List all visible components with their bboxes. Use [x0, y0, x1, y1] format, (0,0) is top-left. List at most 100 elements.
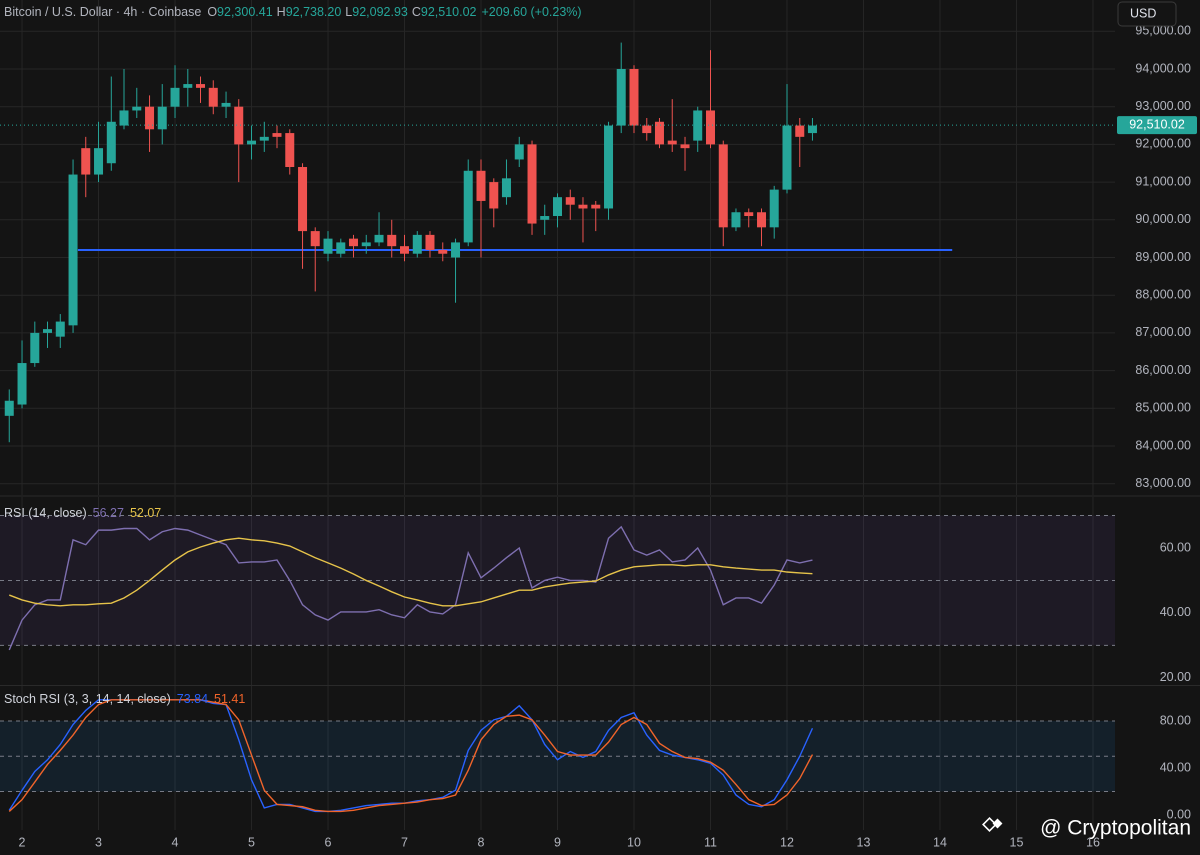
last-price-label: 92,510.02 — [1129, 117, 1185, 131]
candle-body — [782, 125, 792, 190]
candle-body — [81, 148, 91, 175]
y-tick-label: 87,000.00 — [1135, 325, 1191, 339]
candle-body — [412, 234, 422, 254]
candle-body — [476, 170, 486, 201]
ohlc-value: 92,738.20 — [286, 5, 342, 19]
y-tick-label: 89,000.00 — [1135, 250, 1191, 264]
y-tick-label: 40.00 — [1160, 760, 1191, 774]
y-tick-label: 84,000.00 — [1135, 438, 1191, 452]
candle-body — [616, 68, 626, 126]
candle-body — [387, 234, 397, 247]
candle-body — [718, 144, 728, 228]
y-tick-label: 60.00 — [1160, 540, 1191, 554]
y-tick-label: 85,000.00 — [1135, 401, 1191, 415]
ohlc-value: 92,300.41 — [217, 5, 273, 19]
candle-body — [221, 102, 231, 107]
indicator-value: 56.27 — [93, 506, 124, 520]
currency-button[interactable] — [1117, 1, 1177, 27]
y-tick-label: 92,000.00 — [1135, 137, 1191, 151]
pane-header: RSI (14, close) 56.27 52.07 — [4, 506, 161, 520]
candle-body — [272, 133, 282, 137]
candle-body — [807, 125, 817, 134]
currency[interactable]: USD — [1130, 6, 1156, 20]
series-line — [8, 525, 813, 651]
candle-body — [553, 197, 562, 217]
y-tick-label: 93,000.00 — [1135, 99, 1191, 113]
y-tick-label: 88,000.00 — [1135, 287, 1191, 301]
candle-body — [425, 234, 435, 250]
candle-body — [285, 133, 295, 168]
change: +209.60 (+0.23%) — [482, 5, 582, 19]
ohlc-key: O — [207, 5, 217, 19]
candle-body — [667, 140, 677, 145]
candle-body — [642, 125, 652, 134]
candle-body — [361, 242, 371, 247]
candle-body — [119, 110, 129, 126]
x-tick-label: 8 — [478, 835, 485, 849]
candle-body — [323, 238, 333, 254]
y-tick-label: 40.00 — [1160, 605, 1191, 619]
candle-body — [234, 106, 244, 145]
candle-body — [310, 231, 320, 247]
candle-body — [731, 212, 741, 228]
x-tick-label: 14 — [933, 835, 947, 849]
x-tick-label: 9 — [554, 835, 561, 849]
candle-body — [157, 106, 167, 130]
candle-body — [106, 121, 116, 164]
candle-body — [654, 121, 664, 145]
candle-body — [145, 106, 155, 130]
y-tick-label: 95,000.00 — [1135, 24, 1191, 38]
x-tick-label: 6 — [325, 835, 332, 849]
candle-body — [68, 174, 78, 326]
candle-body — [195, 84, 205, 88]
candle-body — [183, 84, 193, 88]
indicator-title: RSI (14, close) — [4, 506, 87, 520]
logo — [982, 817, 997, 832]
candle-body — [298, 167, 308, 232]
candle-body — [400, 246, 410, 254]
symbol-title: Bitcoin / U.S. Dollar · 4h · Coinbase — [4, 5, 201, 19]
y-tick-label: 0.00 — [1167, 807, 1191, 821]
candle-body — [769, 189, 779, 228]
x-tick-label: 10 — [627, 835, 641, 849]
ohlc-value: 92,092.93 — [352, 5, 408, 19]
x-tick-label: 5 — [248, 835, 255, 849]
y-tick-label: 83,000.00 — [1135, 476, 1191, 490]
candle-body — [132, 106, 142, 111]
candle-body — [629, 68, 639, 126]
ohlc-key: C — [412, 5, 421, 19]
watermark: @ Cryptopolitan — [1040, 817, 1191, 840]
candle-body — [170, 87, 180, 107]
candle-body — [208, 87, 218, 107]
candle-body — [501, 178, 511, 198]
candle-body — [680, 144, 690, 149]
watermark-icon — [982, 817, 1003, 832]
x-tick-label: 15 — [1010, 835, 1024, 849]
candle-body — [591, 204, 601, 209]
x-tick-label: 13 — [857, 835, 871, 849]
x-tick-label: 16 — [1086, 835, 1100, 849]
candle-body — [757, 212, 767, 228]
series-line — [9, 537, 813, 607]
candle-body — [578, 204, 588, 209]
indicator-title: Stoch RSI (3, 3, 14, 14, close) — [4, 692, 171, 706]
y-tick-label: 86,000.00 — [1135, 363, 1191, 377]
candle-body — [744, 212, 754, 217]
candle-body — [565, 197, 575, 205]
x-tick-label: 11 — [704, 835, 717, 849]
candle-body — [604, 125, 614, 209]
indicator-value: 52.07 — [130, 506, 161, 520]
candle-body — [540, 216, 550, 220]
candle-body — [348, 238, 358, 247]
ohlc-value: 92,510.02 — [421, 5, 477, 19]
last-price-tag — [1117, 116, 1197, 135]
logo — [992, 818, 1003, 829]
y-tick-label: 91,000.00 — [1135, 174, 1191, 188]
series-line — [8, 699, 814, 813]
x-tick-label: 2 — [19, 835, 26, 849]
x-tick-label: 4 — [172, 835, 179, 849]
candle-body — [374, 234, 384, 243]
